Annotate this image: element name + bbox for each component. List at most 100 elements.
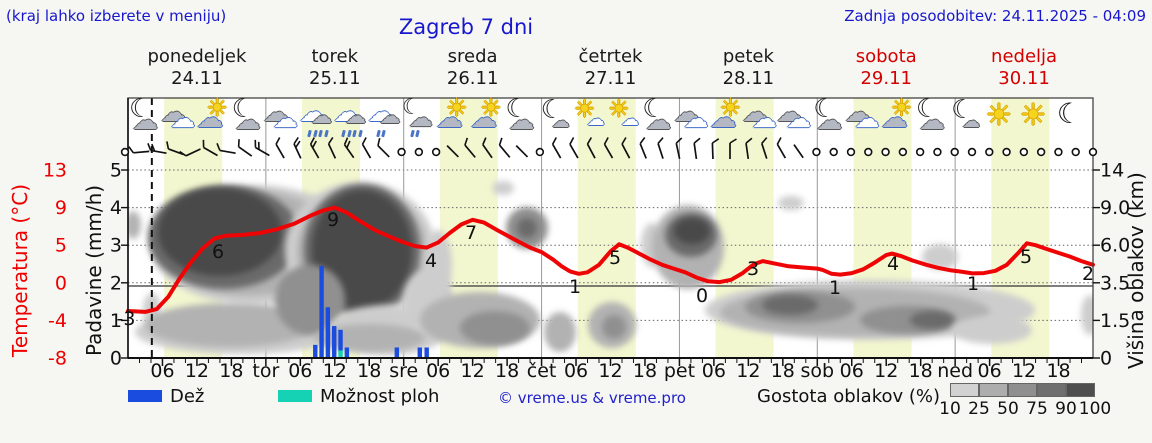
shower-legend-label: Možnost ploh [320, 386, 440, 407]
temperature-curve [126, 205, 1095, 314]
rain-legend-label: Dež [170, 386, 205, 407]
clouds-icon: ☁ ☁ [160, 98, 196, 133]
wind-barb-icon [377, 138, 390, 158]
day-date: 28.11 [722, 68, 775, 89]
temp-tick-label: 0 [55, 272, 67, 294]
density-gradient-segment [1066, 383, 1095, 397]
cloud-blob [145, 303, 315, 347]
cloud-height-tick-label: 6.0 [1100, 235, 1130, 257]
wind-barb-icon [343, 137, 355, 159]
wind-barb-icon [675, 137, 683, 160]
day-date: 25.11 [309, 68, 361, 89]
calm-wind-icon [846, 147, 856, 157]
raindrop-mark [357, 129, 363, 138]
calm-wind-icon [898, 147, 908, 157]
moon-cloud-icon: ☾ ☁ [915, 94, 945, 136]
sun-cloud-icon: ☀ ☁ [435, 94, 468, 134]
cloud-height-tick-label: 9.0 [1100, 197, 1130, 219]
x-axis-label: 06 [288, 360, 312, 382]
wind-barb-icon [275, 137, 285, 159]
day-name-ponedeljek: ponedeljek [147, 46, 247, 67]
density-stop-label: 90 [1055, 399, 1077, 419]
cloud-blob [910, 311, 954, 329]
calm-wind-icon [812, 147, 821, 157]
day-name-sreda: sreda [447, 46, 498, 67]
temperature-label: 5 [1020, 246, 1032, 268]
x-axis-label: 06 [702, 360, 726, 382]
precipitation-bars [313, 265, 429, 358]
day-date: 27.11 [584, 68, 637, 89]
wind-barb-icon [254, 139, 270, 157]
wind-barb-icon [147, 143, 167, 155]
calm-wind-icon [967, 147, 977, 157]
day-name-četrtek: četrtek [578, 46, 643, 67]
density-gradient-segment [950, 383, 979, 397]
calm-wind-icon [1088, 147, 1098, 157]
precip-tick-label: 1 [110, 310, 122, 332]
wind-barb-icon [128, 146, 150, 154]
moon-cloud-icon: ☾ ☁ [129, 94, 158, 136]
cloud-height-tick-label: 0 [1100, 348, 1112, 370]
moon-cloud-small-icon: ☾ ☁ [951, 95, 981, 132]
sun-cloud-small-icon: ☀ ☁ [608, 95, 639, 130]
wind-barb-icon [657, 137, 664, 159]
wind-barb-icon [166, 141, 184, 156]
cloud-blob [492, 181, 514, 195]
x-axis-label: 18 [909, 360, 933, 382]
density-gradient-segment [1037, 383, 1066, 397]
temperature-label: 4 [425, 250, 437, 272]
cloud-blob [762, 295, 818, 315]
cloud-blob [460, 311, 530, 345]
cloud-blob [602, 315, 626, 339]
wind-barb-icon [776, 137, 787, 159]
temp-tick-label: -4 [48, 310, 67, 332]
rain-icon: ☁ ☁ [299, 99, 333, 145]
temperature-label: 2 [1082, 263, 1094, 285]
raindrop-mark [375, 129, 380, 138]
x-axis-label: 12 [874, 360, 898, 382]
calm-wind-icon [950, 147, 959, 157]
calm-wind-icon [915, 147, 925, 157]
x-axis-label: 12 [736, 360, 760, 382]
temperature-label: 7 [465, 222, 477, 244]
x-axis-label: 12 [323, 360, 347, 382]
wind-barb-icon [569, 137, 579, 159]
x-axis-label: 06 [426, 360, 450, 382]
temperature-label: 5 [609, 247, 621, 269]
raindrop-mark [409, 129, 415, 138]
density-stop-label: 50 [997, 399, 1019, 419]
wind-barb-icon [551, 137, 562, 159]
x-axis-label: 06 [978, 360, 1002, 382]
day-name-nedelja: nedelja [991, 46, 1058, 67]
wind-barb-icon [202, 139, 218, 157]
density-stop-label: 25 [968, 399, 990, 419]
raindrop-mark [415, 129, 420, 138]
sun-cloud-small-icon: ☀ ☁ [573, 95, 605, 130]
wind-barb-icon [498, 137, 511, 158]
cloud-blob [315, 324, 425, 352]
rain-bar [319, 265, 324, 358]
wind-barb-icon [327, 137, 337, 159]
sun-cloud-icon: ☀ ☁ [709, 94, 742, 134]
cloud-blob [128, 211, 141, 239]
wind-barb-icon [639, 137, 647, 159]
menu-hint: (kraj lahko izberete v meniju) [6, 7, 227, 25]
x-axis-label: 12 [1012, 360, 1036, 382]
wind-barb-icon [482, 137, 493, 159]
calm-wind-icon [864, 147, 873, 157]
raindrop-mark [312, 129, 317, 138]
x-axis-label: ned [937, 360, 973, 382]
cloud-blob [778, 196, 804, 210]
calm-wind-icon [1002, 147, 1011, 157]
x-axis-label: 18 [357, 360, 381, 382]
x-axis-label: čet [527, 360, 557, 382]
temperature-labels: -3 6 9 4 7 1 5 0 3 1 4 1 5 2 [117, 209, 1095, 330]
cloud-density-legend-label: Gostota oblakov (%) [757, 386, 941, 407]
raindrop-mark [381, 129, 386, 138]
cloud-blob [922, 244, 958, 270]
moon-cloud-icon: ☾ ☁ [505, 94, 535, 136]
raindrop-mark [352, 129, 357, 138]
temperature-label: 1 [967, 273, 979, 295]
x-axis-label: 18 [771, 360, 795, 382]
